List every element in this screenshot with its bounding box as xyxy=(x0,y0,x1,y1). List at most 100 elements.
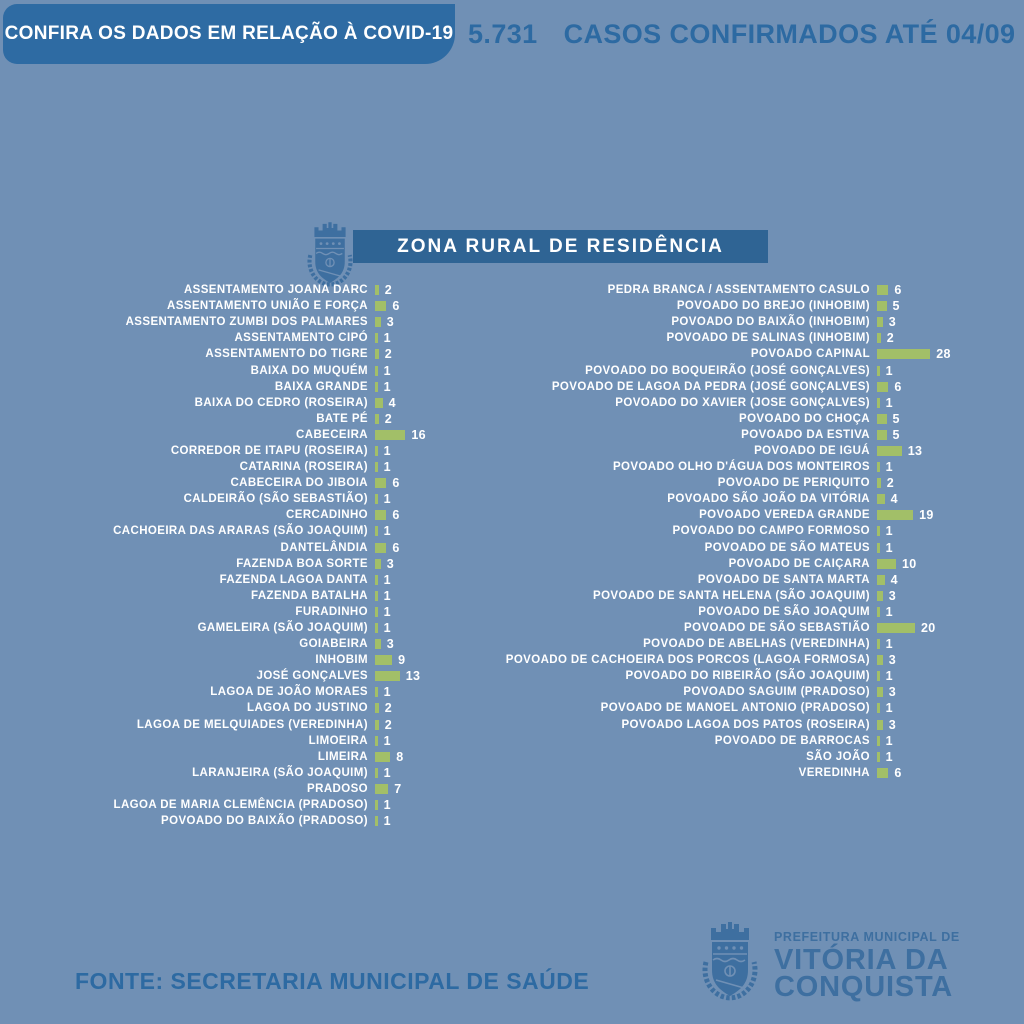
bar-group: 1 xyxy=(877,669,893,683)
chart-row: POVOADO LAGOA DOS PATOS (ROSEIRA) 3 xyxy=(425,717,951,733)
value-label: 6 xyxy=(392,476,400,491)
bar-group: 2 xyxy=(877,476,894,490)
value-label: 1 xyxy=(383,733,391,748)
chart-row: POVOADO DE SALINAS (INHOBIM) 2 xyxy=(425,330,951,346)
category-label: POVOADO DO RIBEIRÃO (SÃO JOAQUIM) xyxy=(625,670,870,683)
chart-row: ASSENTAMENTO UNIÃO E FORÇA 6 xyxy=(0,298,426,314)
chart-row: POVOADO SAGUIM (PRADOSO) 3 xyxy=(425,684,951,700)
bar-group: 28 xyxy=(877,347,951,361)
value-bar xyxy=(877,542,880,553)
value-bar xyxy=(877,574,885,585)
chart-row: FURADINHO 1 xyxy=(0,604,426,620)
value-label: 1 xyxy=(885,540,893,555)
value-bar xyxy=(877,751,880,762)
category-label: GOIABEIRA xyxy=(299,638,368,651)
value-label: 1 xyxy=(885,395,893,410)
chart-row: DANTELÂNDIA 6 xyxy=(0,540,426,556)
category-label: POVOADO CAPINAL xyxy=(750,348,870,361)
bar-group: 1 xyxy=(877,396,893,410)
section-title-banner: ZONA RURAL DE RESIDÊNCIA xyxy=(353,230,768,263)
chart-row: PRADOSO 7 xyxy=(0,781,426,797)
value-bar xyxy=(375,574,378,585)
category-label: FAZENDA BATALHA xyxy=(251,589,368,602)
chart-row: POVOADO DE SANTA MARTA 4 xyxy=(425,572,951,588)
value-label: 5 xyxy=(892,427,900,442)
chart-row: POVOADO DO BAIXÃO (INHOBIM) 3 xyxy=(425,314,951,330)
chart-row: BAIXA DO MUQUÉM 1 xyxy=(0,362,426,378)
bar-group: 1 xyxy=(877,605,893,619)
value-bar xyxy=(375,703,379,714)
value-bar xyxy=(877,767,889,778)
value-label: 4 xyxy=(890,572,898,587)
value-bar xyxy=(375,606,378,617)
category-label: POVOADO DE SÃO MATEUS xyxy=(704,541,870,554)
category-label: INHOBIM xyxy=(315,654,368,667)
value-bar xyxy=(375,800,378,811)
chart-row: GAMELEIRA (SÃO JOAQUIM) 1 xyxy=(0,620,426,636)
bar-group: 1 xyxy=(375,814,391,828)
value-label: 3 xyxy=(888,685,896,700)
chart-row: POVOADO DO CHOÇA 5 xyxy=(425,411,951,427)
brand-line1: PREFEITURA MUNICIPAL DE xyxy=(774,930,960,944)
chart-row: CABECEIRA 16 xyxy=(0,427,426,443)
value-bar xyxy=(877,365,880,376)
value-label: 6 xyxy=(894,765,902,780)
bar-group: 1 xyxy=(375,589,391,603)
bar-group: 1 xyxy=(375,460,391,474)
value-bar xyxy=(375,429,406,440)
value-label: 1 xyxy=(383,604,391,619)
chart-row: CORREDOR DE ITAPU (ROSEIRA) 1 xyxy=(0,443,426,459)
category-label: GAMELEIRA (SÃO JOAQUIM) xyxy=(197,622,368,635)
chart-row: POVOADO DE PERIQUITO 2 xyxy=(425,475,951,491)
bar-group: 3 xyxy=(877,685,896,699)
bar-group: 1 xyxy=(375,621,391,635)
total-label: CASOS CONFIRMADOS ATÉ 04/09 xyxy=(563,18,1016,49)
chart-row: POVOADO DE MANOEL ANTONIO (PRADOSO) 1 xyxy=(425,700,951,716)
category-label: FURADINHO xyxy=(295,605,368,618)
bar-group: 1 xyxy=(375,524,391,538)
category-label: SÃO JOÃO xyxy=(806,750,870,763)
chart-row: LAGOA DE MELQUIADES (VEREDINHA) 2 xyxy=(0,717,426,733)
total-value: 5.731 xyxy=(468,18,538,49)
chart-row: LARANJEIRA (SÃO JOAQUIM) 1 xyxy=(0,765,426,781)
value-bar xyxy=(375,349,379,360)
bar-group: 6 xyxy=(375,508,400,522)
value-label: 6 xyxy=(894,283,902,298)
category-label: DANTELÂNDIA xyxy=(280,541,368,554)
value-bar xyxy=(375,462,378,473)
value-bar xyxy=(375,542,387,553)
bar-group: 1 xyxy=(877,364,893,378)
value-bar xyxy=(375,719,379,730)
value-label: 1 xyxy=(383,524,391,539)
category-label: LIMEIRA xyxy=(317,750,368,763)
bar-group: 6 xyxy=(877,766,902,780)
value-label: 1 xyxy=(383,621,391,636)
category-label: POVOADO DO BREJO (INHOBIM) xyxy=(676,300,870,313)
bar-group: 9 xyxy=(375,653,405,667)
value-bar xyxy=(375,413,379,424)
bar-group: 19 xyxy=(877,508,934,522)
bar-group: 3 xyxy=(877,589,896,603)
value-bar xyxy=(375,687,378,698)
chart-row: ASSENTAMENTO DO TIGRE 2 xyxy=(0,346,426,362)
value-bar xyxy=(375,478,387,489)
value-label: 2 xyxy=(384,411,393,426)
coat-of-arms-icon xyxy=(700,918,760,1018)
value-label: 1 xyxy=(885,637,893,652)
value-bar xyxy=(877,687,883,698)
category-label: POVOADO DO BOQUEIRÃO (JOSÉ GONÇALVES) xyxy=(585,364,870,377)
chart-row: POVOADO DE CACHOEIRA DOS PORCOS (LAGOA F… xyxy=(425,652,951,668)
value-bar xyxy=(877,623,915,634)
bar-group: 1 xyxy=(877,734,893,748)
value-bar xyxy=(877,462,880,473)
value-bar xyxy=(375,494,378,505)
value-bar xyxy=(375,333,378,344)
chart-row: POVOADO DO BOQUEIRÃO (JOSÉ GONÇALVES) 1 xyxy=(425,362,951,378)
category-label: PRADOSO xyxy=(307,782,368,795)
category-label: POVOADO OLHO D'ÁGUA DOS MONTEIROS xyxy=(612,461,870,474)
value-bar xyxy=(877,510,914,521)
value-label: 2 xyxy=(886,476,895,491)
value-label: 1 xyxy=(383,379,391,394)
chart-row: POVOADO DO CAMPO FORMOSO 1 xyxy=(425,523,951,539)
value-bar xyxy=(877,671,880,682)
